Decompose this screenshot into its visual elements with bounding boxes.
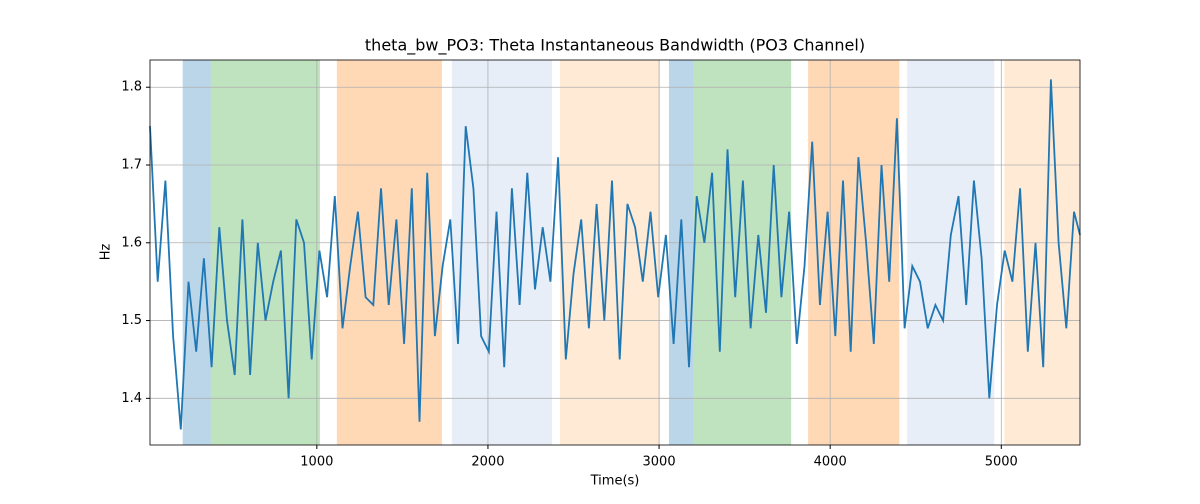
shaded-span [808, 60, 900, 445]
y-tick-label: 1.7 [121, 158, 142, 173]
shaded-span [182, 60, 211, 445]
shaded-span [907, 60, 995, 445]
shaded-span [693, 60, 792, 445]
y-tick-label: 1.4 [121, 391, 142, 406]
shaded-span [451, 60, 552, 445]
shaded-span [210, 60, 320, 445]
x-tick-label: 1000 [300, 455, 333, 470]
x-tick-label: 2000 [471, 455, 504, 470]
chart-title: theta_bw_PO3: Theta Instantaneous Bandwi… [365, 36, 865, 56]
y-tick-label: 1.6 [121, 235, 142, 250]
y-axis-label: Hz [99, 244, 114, 261]
y-tick-label: 1.5 [121, 313, 142, 328]
x-axis-label: Time(s) [590, 474, 640, 489]
shaded-span [1004, 60, 1080, 445]
shaded-span [559, 60, 661, 445]
data-line [149, 79, 1081, 430]
plot-frame [149, 59, 1081, 446]
x-tick-label: 5000 [985, 455, 1018, 470]
x-tick-label: 4000 [814, 455, 847, 470]
y-tick-label: 1.8 [121, 80, 142, 95]
shaded-span [668, 60, 694, 445]
x-tick-label: 3000 [643, 455, 676, 470]
